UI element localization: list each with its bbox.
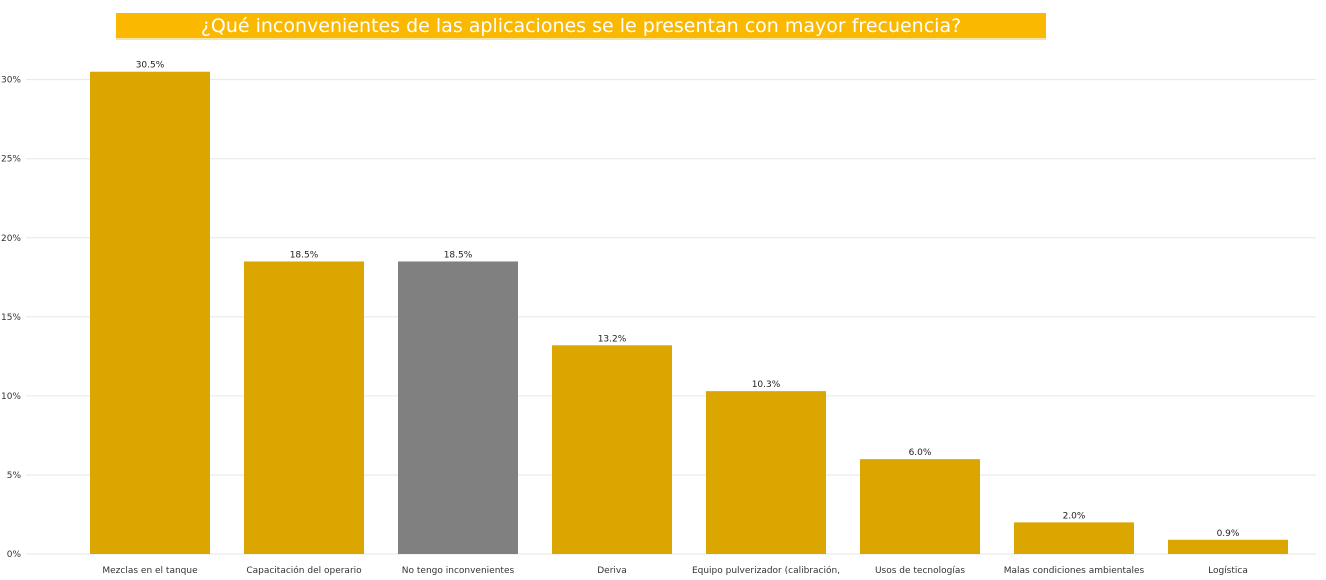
data-label: 0.9% bbox=[1217, 529, 1240, 539]
data-label: 18.5% bbox=[290, 250, 319, 260]
bar[interactable] bbox=[1168, 539, 1288, 554]
y-tick-label: 0% bbox=[7, 550, 22, 560]
y-tick-label: 5% bbox=[7, 471, 22, 481]
x-axis-categories: Mezclas en el tanque Capacitación del ope… bbox=[102, 565, 1248, 576]
category-label: Usos de tecnologías bbox=[875, 566, 965, 576]
y-tick-label: 25% bbox=[1, 155, 21, 165]
data-label: 2.0% bbox=[1063, 511, 1086, 521]
category-label: Malas condiciones ambientales bbox=[1004, 566, 1145, 576]
y-tick-label: 15% bbox=[1, 313, 21, 323]
bar[interactable] bbox=[860, 459, 980, 554]
bars bbox=[90, 71, 1288, 554]
category-label: Capacitación del operario bbox=[246, 565, 362, 576]
data-label: 10.3% bbox=[752, 380, 781, 390]
y-tick-label: 30% bbox=[1, 76, 21, 86]
y-tick-label: 20% bbox=[1, 234, 21, 244]
bar[interactable] bbox=[398, 261, 518, 554]
bar[interactable] bbox=[552, 345, 672, 554]
y-tick-label: 10% bbox=[1, 392, 21, 402]
data-labels: 30.5% 18.5% 18.5% 13.2% 10.3% 6.0% 2.0% 0.9% bbox=[136, 61, 1240, 539]
data-label: 18.5% bbox=[444, 250, 473, 260]
data-label: 13.2% bbox=[598, 334, 627, 344]
y-axis-ticks: 0% 5% 10% 15% 20% 25% 30% bbox=[1, 76, 21, 560]
category-label: Deriva bbox=[597, 566, 627, 576]
category-label: Mezclas en el tanque bbox=[102, 566, 198, 576]
data-label: 6.0% bbox=[909, 448, 932, 458]
category-label: Equipo pulverizador (calibración, bbox=[692, 565, 840, 576]
chart-title: ¿Qué inconvenientes de las aplicaciones … bbox=[116, 13, 1046, 40]
category-label: No tengo inconvenientes bbox=[402, 566, 515, 576]
bar[interactable] bbox=[90, 71, 210, 554]
bar[interactable] bbox=[244, 261, 364, 554]
data-label: 30.5% bbox=[136, 61, 165, 71]
bar[interactable] bbox=[1014, 522, 1134, 554]
bar[interactable] bbox=[706, 391, 826, 554]
category-label: Logística bbox=[1208, 566, 1248, 576]
